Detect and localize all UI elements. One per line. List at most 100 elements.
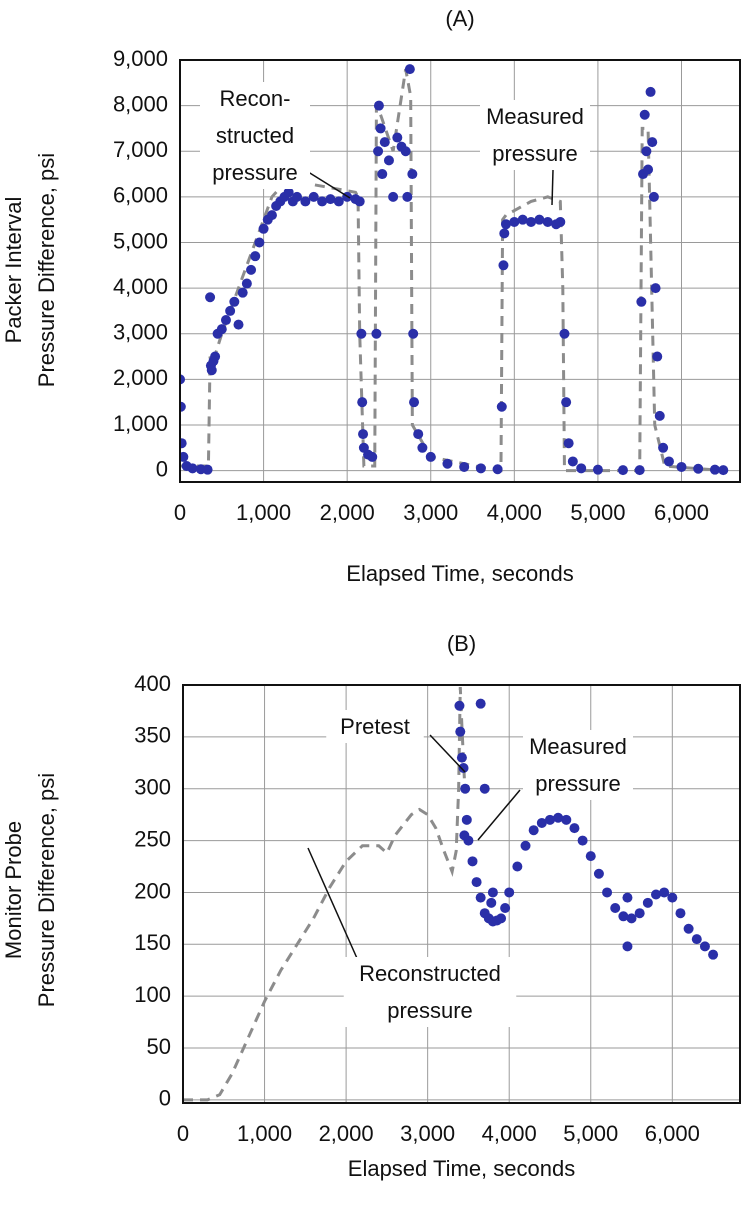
data-point bbox=[498, 260, 509, 271]
data-point bbox=[675, 908, 686, 919]
x-tick-label: 2,000 bbox=[320, 500, 375, 525]
y-tick-label: 250 bbox=[134, 826, 171, 851]
data-point bbox=[663, 456, 674, 467]
data-point bbox=[400, 146, 411, 157]
data-point bbox=[458, 762, 469, 773]
data-point bbox=[460, 783, 471, 794]
data-point bbox=[456, 752, 467, 763]
data-point bbox=[300, 196, 311, 207]
data-point bbox=[210, 351, 221, 362]
x-tick-label: 4,000 bbox=[482, 1121, 537, 1146]
data-point bbox=[634, 465, 645, 476]
data-point bbox=[610, 903, 621, 914]
data-point bbox=[639, 109, 650, 120]
data-point bbox=[641, 146, 652, 157]
data-point bbox=[622, 892, 633, 903]
y-axis-label: Pressure Difference, psi bbox=[34, 153, 59, 387]
data-point bbox=[650, 283, 661, 294]
data-point bbox=[487, 887, 498, 898]
data-point bbox=[500, 903, 511, 914]
data-point bbox=[652, 351, 663, 362]
data-point bbox=[520, 840, 531, 851]
y-tick-label: 0 bbox=[156, 456, 168, 481]
x-tick-label: 6,000 bbox=[645, 1121, 700, 1146]
data-point bbox=[358, 429, 369, 440]
y-tick-label: 350 bbox=[134, 723, 171, 748]
x-tick-label: 5,000 bbox=[570, 500, 625, 525]
data-point bbox=[496, 401, 507, 412]
data-point bbox=[413, 429, 424, 440]
data-point bbox=[407, 169, 418, 180]
data-point bbox=[356, 328, 367, 339]
data-point bbox=[379, 137, 390, 148]
data-point bbox=[563, 438, 574, 449]
data-point bbox=[585, 851, 596, 862]
x-tick-label: 0 bbox=[177, 1121, 189, 1146]
y-tick-label: 100 bbox=[134, 982, 171, 1007]
data-point bbox=[333, 196, 344, 207]
data-point bbox=[475, 698, 486, 709]
x-tick-label: 3,000 bbox=[400, 1121, 455, 1146]
y-axis-label: Monitor Probe bbox=[1, 821, 26, 959]
data-point bbox=[461, 814, 472, 825]
data-point bbox=[542, 216, 553, 227]
annotation-bg bbox=[326, 710, 424, 743]
x-tick-label: 4,000 bbox=[487, 500, 542, 525]
y-tick-label: 9,000 bbox=[113, 46, 168, 71]
data-point bbox=[569, 823, 580, 834]
data-point bbox=[509, 216, 520, 227]
data-point bbox=[561, 814, 572, 825]
data-point bbox=[645, 86, 656, 97]
data-point bbox=[266, 210, 277, 221]
data-point bbox=[504, 887, 515, 898]
data-point bbox=[553, 812, 564, 823]
data-point bbox=[512, 861, 523, 872]
data-point bbox=[425, 451, 436, 462]
data-point bbox=[676, 461, 687, 472]
data-point bbox=[459, 461, 470, 472]
data-point bbox=[383, 155, 394, 166]
data-point bbox=[475, 892, 486, 903]
chart-title: (B) bbox=[447, 631, 476, 656]
data-point bbox=[593, 868, 604, 879]
data-point bbox=[567, 456, 578, 467]
y-tick-label: 1,000 bbox=[113, 411, 168, 436]
leader-line bbox=[307, 847, 361, 966]
data-point bbox=[622, 941, 633, 952]
data-point bbox=[373, 100, 384, 111]
leader-line bbox=[551, 169, 554, 206]
data-point bbox=[471, 877, 482, 888]
data-point bbox=[648, 191, 659, 202]
plot-frame bbox=[182, 684, 741, 1104]
annotation: pressure bbox=[212, 160, 298, 185]
annotation: Recon- bbox=[220, 86, 291, 111]
data-point bbox=[317, 196, 328, 207]
annotation: pressure bbox=[535, 771, 621, 796]
data-point bbox=[463, 835, 474, 846]
annotation-bg bbox=[200, 82, 310, 189]
data-point bbox=[367, 451, 378, 462]
plot-layer bbox=[180, 64, 729, 476]
y-tick-label: 7,000 bbox=[113, 137, 168, 162]
y-tick-label: 2,000 bbox=[113, 365, 168, 390]
data-point bbox=[404, 64, 415, 75]
annotation-bg bbox=[343, 957, 517, 1027]
plot-layer bbox=[183, 687, 719, 1102]
leader-line bbox=[477, 789, 521, 841]
data-point bbox=[180, 451, 189, 462]
data-point bbox=[467, 856, 478, 867]
data-point bbox=[667, 892, 678, 903]
data-point bbox=[536, 817, 547, 828]
data-point bbox=[708, 949, 719, 960]
data-point bbox=[237, 287, 248, 298]
data-point bbox=[454, 700, 465, 711]
data-point bbox=[643, 164, 654, 175]
data-point bbox=[691, 934, 702, 945]
data-point bbox=[408, 328, 419, 339]
x-tick-label: 1,000 bbox=[237, 1121, 292, 1146]
data-point bbox=[654, 410, 665, 421]
data-point bbox=[618, 911, 629, 922]
y-axis-label: Pressure Difference, psi bbox=[34, 773, 59, 1007]
y-tick-label: 0 bbox=[159, 1086, 171, 1111]
